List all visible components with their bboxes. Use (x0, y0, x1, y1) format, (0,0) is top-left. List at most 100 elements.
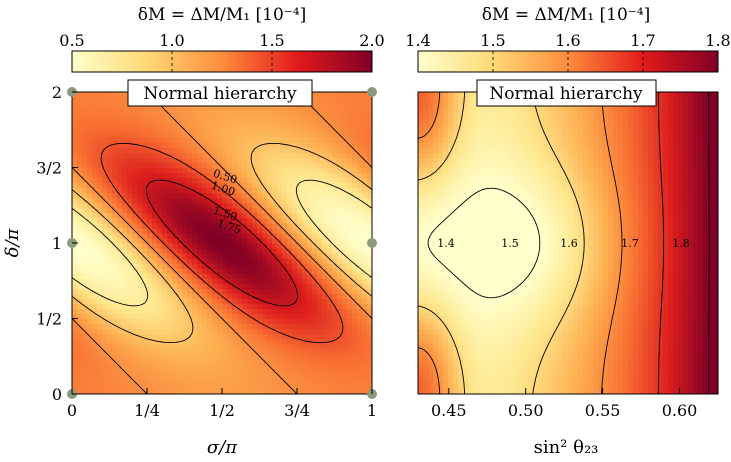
heatmap-cell (132, 263, 138, 269)
heatmap-cell (463, 92, 469, 98)
heatmap-cell (192, 293, 198, 299)
heatmap-cell (82, 227, 88, 234)
heatmap-cell (217, 383, 223, 390)
heatmap-cell (92, 132, 98, 138)
heatmap-cell (212, 318, 218, 325)
heatmap-cell (428, 328, 434, 335)
heatmap-cell (508, 278, 514, 284)
heatmap-cell (297, 388, 303, 394)
heatmap-cell (342, 378, 348, 385)
heatmap-cell (127, 217, 133, 224)
heatmap-cell (473, 192, 479, 199)
heatmap-cell (438, 147, 444, 153)
heatmap-cell (142, 353, 148, 360)
heatmap-cell (232, 273, 238, 279)
heatmap-cell (232, 137, 238, 143)
heatmap-cell (418, 253, 424, 259)
heatmap-cell (227, 298, 233, 304)
heatmap-cell (132, 268, 138, 274)
heatmap-cell (127, 298, 133, 304)
heatmap-cell (463, 182, 469, 189)
heatmap-cell (458, 232, 464, 239)
heatmap-cell (257, 273, 263, 279)
heatmap-cell (438, 253, 444, 259)
heatmap-cell (212, 222, 218, 229)
heatmap-cell (157, 308, 163, 315)
heatmap-cell (428, 217, 434, 224)
heatmap-cell (332, 253, 338, 259)
heatmap-cell (297, 142, 303, 148)
heatmap-cell (332, 112, 338, 118)
heatmap-cell (503, 383, 509, 390)
heatmap-cell (297, 343, 303, 350)
heatmap-cell (367, 142, 372, 148)
heatmap-cell (237, 167, 243, 174)
heatmap-cell (252, 323, 258, 330)
heatmap-cell (82, 172, 88, 179)
colorbar-tick-label: 2.0 (359, 31, 384, 50)
heatmap-cell (312, 92, 318, 98)
heatmap-cell (147, 263, 153, 269)
heatmap-cell (92, 157, 98, 164)
heatmap-cell (367, 373, 372, 380)
heatmap-cell (82, 102, 88, 108)
heatmap-cell (282, 328, 288, 335)
heatmap-cell (302, 308, 308, 315)
heatmap-cell (473, 202, 479, 209)
heatmap-cell (287, 298, 293, 304)
heatmap-cell (147, 162, 153, 169)
heatmap-cell (87, 172, 93, 179)
heatmap-cell (97, 152, 103, 159)
heatmap-cell (167, 258, 173, 264)
heatmap-cell (242, 378, 248, 385)
heatmap-cell (172, 177, 178, 184)
heatmap-cell (167, 288, 173, 294)
heatmap-cell (182, 167, 188, 174)
heatmap-cell (302, 227, 308, 234)
heatmap-cell (267, 177, 273, 184)
heatmap-cell (342, 107, 348, 113)
heatmap-cell (342, 97, 348, 103)
heatmap-cell (297, 358, 303, 365)
heatmap-cell (423, 232, 429, 239)
heatmap-cell (423, 167, 429, 174)
heatmap-cell (192, 353, 198, 360)
heatmap-cell (362, 117, 368, 123)
heatmap-cell (147, 207, 153, 214)
heatmap-cell (192, 363, 198, 370)
heatmap-cell (478, 182, 484, 189)
heatmap-cell (433, 253, 439, 259)
heatmap-cell (297, 313, 303, 320)
heatmap-cell (473, 212, 479, 219)
heatmap-cell (237, 338, 243, 345)
heatmap-cell (453, 232, 459, 239)
heatmap-cell (423, 318, 429, 325)
heatmap-cell (508, 217, 514, 224)
heatmap-cell (252, 147, 258, 153)
heatmap-cell (418, 112, 424, 118)
heatmap-cell (327, 383, 333, 390)
heatmap-cell (82, 373, 88, 380)
heatmap-cell (352, 97, 358, 103)
heatmap-cell (473, 373, 479, 380)
heatmap-cell (302, 283, 308, 289)
heatmap-cell (297, 253, 303, 259)
heatmap-cell (237, 353, 243, 360)
heatmap-cell (152, 348, 158, 355)
heatmap-cell (177, 298, 183, 304)
heatmap-cell (107, 102, 113, 108)
heatmap-cell (498, 142, 504, 148)
heatmap-cell (152, 197, 158, 204)
heatmap-cell (337, 293, 343, 299)
heatmap-cell (468, 122, 474, 128)
heatmap-cell (72, 202, 78, 209)
heatmap-cell (177, 363, 183, 370)
heatmap-cell (468, 177, 474, 184)
heatmap-cell (127, 303, 133, 310)
heatmap-cell (92, 232, 98, 239)
heatmap-cell (423, 222, 429, 229)
heatmap-cell (237, 348, 243, 355)
heatmap-cell (107, 227, 113, 234)
heatmap-cell (508, 157, 514, 164)
heatmap-cell (132, 167, 138, 174)
